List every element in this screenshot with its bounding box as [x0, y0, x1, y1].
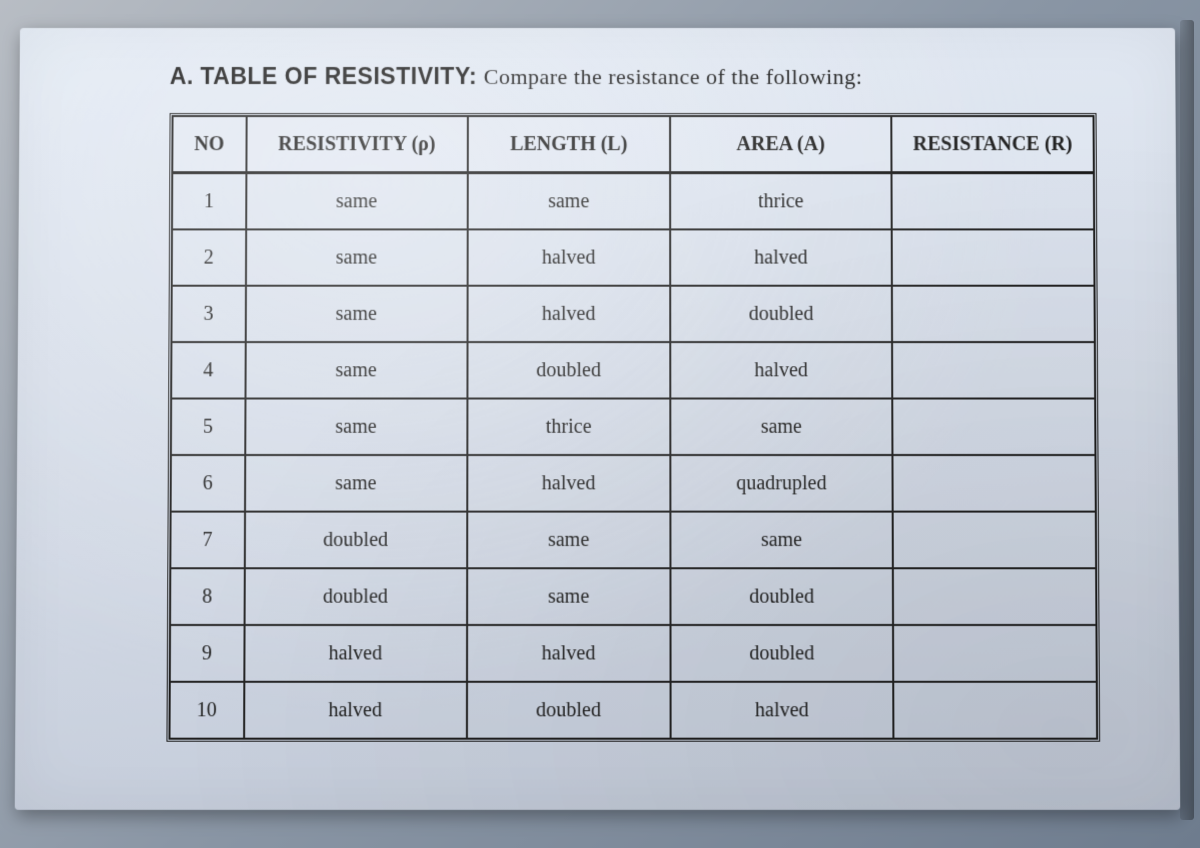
- table-row: 8 doubled same doubled: [170, 568, 1097, 625]
- cell-resistance: [893, 512, 1097, 569]
- cell-resistivity: doubled: [244, 512, 466, 569]
- cell-resistance: [892, 286, 1095, 342]
- cell-resistivity: same: [246, 173, 467, 229]
- cell-resistivity: halved: [244, 682, 467, 739]
- cell-resistance: [892, 455, 1096, 512]
- col-header-length: LENGTH (L): [467, 116, 670, 173]
- table-row: 7 doubled same same: [170, 512, 1096, 569]
- cell-no: 1: [172, 173, 246, 229]
- table-body: 1 same same thrice 2 same halved halved …: [169, 173, 1097, 738]
- cell-resistance: [892, 229, 1095, 285]
- cell-resistivity: same: [245, 286, 467, 342]
- cell-no: 9: [170, 625, 244, 682]
- cell-area: doubled: [670, 568, 892, 625]
- cell-length: thrice: [467, 399, 670, 456]
- cell-resistivity: same: [245, 342, 467, 398]
- cell-no: 2: [172, 229, 246, 285]
- cell-area: thrice: [670, 173, 891, 229]
- section-heading: A. TABLE OF RESISTIVITY: Compare the res…: [170, 63, 1136, 91]
- cell-length: halved: [467, 625, 671, 682]
- cell-resistance: [891, 173, 1094, 229]
- col-header-area: AREA (A): [670, 116, 891, 173]
- cell-resistivity: same: [245, 399, 467, 456]
- cell-length: halved: [467, 455, 671, 512]
- table-row: 2 same halved halved: [172, 229, 1095, 285]
- table-row: 5 same thrice same: [171, 399, 1096, 456]
- cell-no: 5: [171, 399, 245, 456]
- cell-area: doubled: [670, 286, 892, 342]
- cell-length: same: [467, 568, 671, 625]
- col-header-no: NO: [172, 116, 246, 173]
- monitor-bezel-edge: [1180, 20, 1194, 820]
- cell-resistance: [893, 625, 1097, 682]
- cell-area: same: [670, 399, 892, 456]
- cell-no: 3: [171, 286, 245, 342]
- cell-resistivity: doubled: [244, 568, 467, 625]
- cell-length: halved: [467, 286, 670, 342]
- cell-resistivity: same: [245, 455, 467, 512]
- cell-length: same: [467, 512, 671, 569]
- cell-area: same: [670, 512, 892, 569]
- col-header-resistivity: RESISTIVITY (ρ): [246, 116, 467, 173]
- section-subtitle: Compare the resistance of the following:: [484, 64, 863, 89]
- cell-area: halved: [671, 682, 894, 739]
- cell-length: halved: [467, 229, 670, 285]
- col-header-resistance: RESISTANCE (R): [891, 116, 1094, 173]
- cell-resistance: [892, 342, 1096, 398]
- cell-no: 8: [170, 568, 244, 625]
- section-letter: A.: [170, 63, 194, 89]
- table-header-row: NO RESISTIVITY (ρ) LENGTH (L) AREA (A) R…: [172, 116, 1094, 173]
- cell-resistance: [893, 682, 1097, 739]
- cell-no: 6: [171, 455, 245, 512]
- table-row: 9 halved halved doubled: [170, 625, 1097, 682]
- table-row: 6 same halved quadrupled: [171, 455, 1097, 512]
- table-row: 1 same same thrice: [172, 173, 1095, 229]
- table-row: 10 halved doubled halved: [169, 682, 1097, 739]
- cell-no: 7: [170, 512, 244, 569]
- cell-area: doubled: [671, 625, 894, 682]
- cell-area: halved: [670, 342, 892, 398]
- cell-length: doubled: [466, 682, 670, 739]
- cell-length: doubled: [467, 342, 670, 398]
- table-row: 4 same doubled halved: [171, 342, 1095, 398]
- cell-resistance: [892, 399, 1096, 456]
- cell-no: 4: [171, 342, 245, 398]
- cell-resistivity: same: [246, 229, 468, 285]
- resistivity-table: NO RESISTIVITY (ρ) LENGTH (L) AREA (A) R…: [166, 113, 1100, 742]
- cell-area: quadrupled: [670, 455, 892, 512]
- section-title: TABLE OF RESISTIVITY:: [200, 63, 477, 89]
- cell-area: halved: [670, 229, 892, 285]
- cell-no: 10: [169, 682, 243, 739]
- cell-resistivity: halved: [244, 625, 467, 682]
- document-page: A. TABLE OF RESISTIVITY: Compare the res…: [15, 28, 1181, 810]
- cell-resistance: [893, 568, 1097, 625]
- table-row: 3 same halved doubled: [171, 286, 1095, 342]
- cell-length: same: [467, 173, 670, 229]
